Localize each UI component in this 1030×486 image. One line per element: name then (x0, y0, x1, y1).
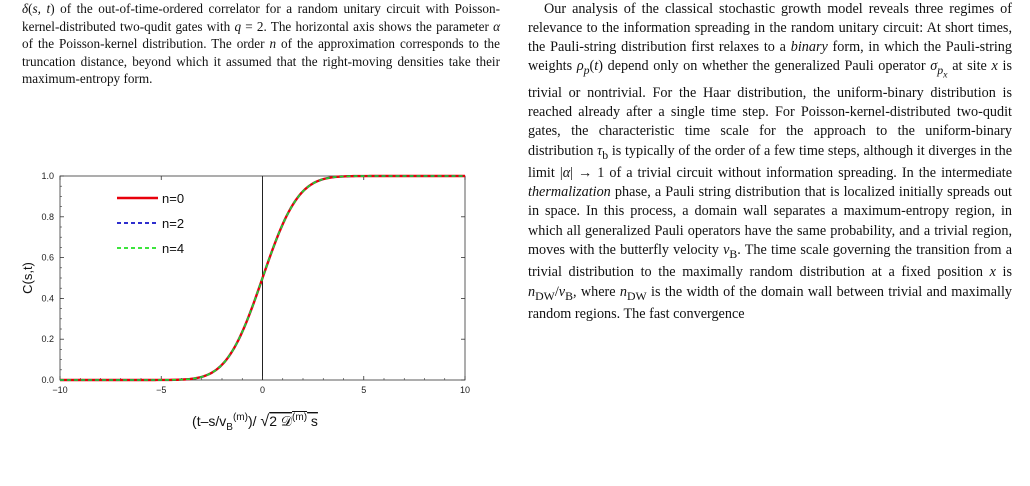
body-paragraph: Our analysis of the classical stochastic… (528, 0, 1012, 324)
y-tick-label: 0.6 (41, 253, 54, 263)
y-tick-label: 1.0 (41, 171, 54, 181)
chart-svg: −10 −5 0 5 10 0.0 0.2 0.4 0.6 0.8 1.0 n=0 n=2 n=4 C(s,… (20, 160, 490, 481)
x-tick-label: 10 (460, 385, 470, 395)
x-tick-label: 0 (260, 385, 265, 395)
figure-caption: δ(s, t) of the out-of-time-ordered corre… (22, 0, 500, 88)
x-tick-label: −5 (156, 385, 166, 395)
figure-chart: −10 −5 0 5 10 0.0 0.2 0.4 0.6 0.8 1.0 n=0 n=2 n=4 C(s,… (20, 160, 490, 481)
y-tick-label: 0.4 (41, 293, 54, 303)
x-tick-label: 5 (361, 385, 366, 395)
legend-label: n=2 (162, 216, 184, 231)
legend-label: n=4 (162, 241, 184, 256)
legend-label: n=0 (162, 191, 184, 206)
body-text: Our analysis of the classical stochastic… (528, 0, 1012, 324)
x-axis-label-text: (t–s/vB(m))/ √2 𝒟(m) s (192, 412, 318, 433)
y-tick-label: 0.2 (41, 334, 54, 344)
y-tick-label: 0.0 (41, 375, 54, 385)
y-axis-label: C(s,t) (20, 262, 35, 294)
x-axis-label: (t–s/vB(m))/ √2 𝒟(m) s (192, 412, 318, 433)
caption-text: δ(s, t) of the out-of-time-ordered corre… (22, 0, 500, 88)
y-tick-label: 0.8 (41, 212, 54, 222)
x-tick-label: −10 (52, 385, 67, 395)
